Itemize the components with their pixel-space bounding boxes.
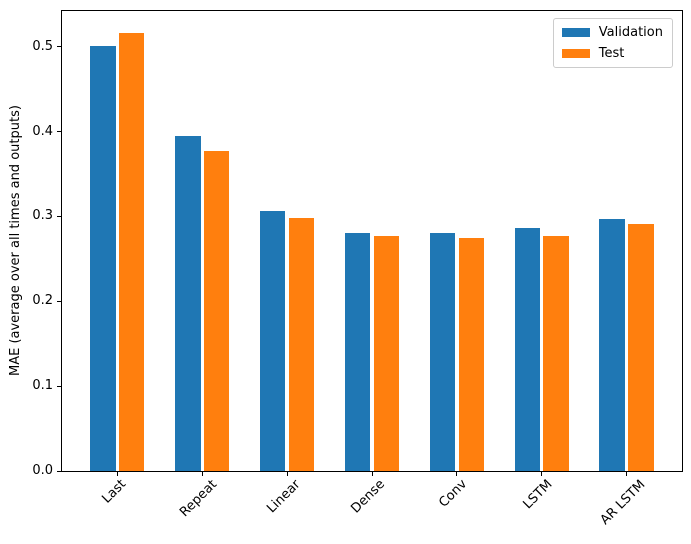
- legend: Validation Test: [552, 18, 673, 68]
- bar-validation-repeat: [175, 135, 201, 471]
- x-tick: [626, 472, 628, 476]
- legend-item-test: Test: [561, 46, 663, 61]
- x-tick-label-ar-lstm: AR LSTM: [597, 476, 649, 528]
- bar-validation-ar-lstm: [599, 218, 625, 471]
- y-tick: [57, 470, 61, 472]
- y-tick-label: 0.4: [32, 123, 53, 139]
- bar-test-ar-lstm: [628, 224, 654, 471]
- y-tick: [57, 300, 61, 302]
- bar-test-conv: [458, 238, 485, 471]
- bar-test-lstm: [543, 235, 569, 471]
- legend-item-validation: Validation: [561, 25, 663, 40]
- y-tick-label: 0.0: [32, 463, 53, 478]
- y-tick-label: 0.1: [32, 378, 53, 394]
- x-tick: [116, 472, 118, 476]
- x-tick-label-last: Last: [99, 476, 129, 507]
- bar-validation-last: [90, 45, 116, 471]
- x-tick: [286, 472, 288, 476]
- legend-swatch-validation: [561, 28, 590, 37]
- y-tick: [57, 46, 61, 48]
- bar-test-last: [119, 33, 145, 471]
- bar-validation-conv: [429, 233, 456, 471]
- y-tick: [57, 215, 61, 217]
- x-tick: [201, 472, 203, 476]
- y-tick-label: 0.5: [32, 38, 53, 54]
- bar-validation-linear: [259, 211, 286, 471]
- legend-label-validation: Validation: [598, 25, 663, 40]
- y-tick: [57, 131, 61, 133]
- y-tick: [57, 385, 61, 387]
- bar-validation-lstm: [514, 228, 541, 471]
- x-tick-label-repeat: Repeat: [177, 476, 221, 520]
- bar-test-linear: [288, 218, 315, 471]
- plot-area: [61, 10, 683, 472]
- x-tick: [541, 472, 543, 476]
- legend-swatch-test: [561, 49, 590, 58]
- bar-test-dense: [373, 235, 400, 471]
- y-tick-label: 0.3: [32, 208, 53, 224]
- x-tick-label-lstm: LSTM: [520, 476, 556, 513]
- x-tick: [371, 472, 373, 476]
- x-tick: [456, 472, 458, 476]
- bar-validation-dense: [344, 233, 371, 471]
- y-tick-label: 0.2: [32, 293, 53, 309]
- legend-label-test: Test: [598, 46, 625, 61]
- x-tick-label-conv: Conv: [436, 476, 471, 511]
- x-tick-label-dense: Dense: [348, 476, 389, 517]
- x-tick-label-linear: Linear: [264, 476, 304, 517]
- bar-test-repeat: [203, 151, 230, 471]
